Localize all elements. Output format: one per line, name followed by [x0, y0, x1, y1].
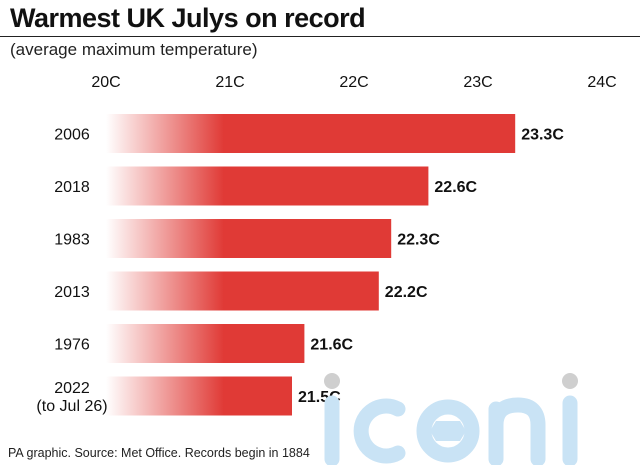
bar-group: 2018 22.6C: [54, 166, 478, 206]
category-label: 2013: [54, 284, 90, 301]
x-tick-label: 21C: [215, 74, 244, 91]
category-label: 2022 (to Jul 26): [36, 380, 107, 415]
x-tick-label: 20C: [91, 74, 120, 91]
bar-fade: [106, 324, 224, 363]
bar-group: 1976 21.6C: [54, 324, 354, 363]
bar-group: 2022 (to Jul 26)21.5C: [36, 376, 341, 416]
bar: [223, 166, 429, 206]
category-label: 1976: [54, 337, 90, 354]
bar: [223, 114, 516, 153]
source-note: PA graphic. Source: Met Office. Records …: [8, 446, 310, 460]
value-label: 22.2C: [385, 284, 428, 301]
chart-subtitle: (average maximum temperature): [10, 40, 258, 59]
value-label: 22.3C: [397, 232, 440, 249]
bar-group: 2013 22.2C: [54, 271, 428, 311]
iconic-watermark-logo: [324, 373, 578, 465]
category-label: 1983: [54, 232, 90, 249]
category-label: 2018: [54, 179, 90, 196]
x-tick-label: 24C: [587, 74, 616, 91]
bar: [223, 219, 392, 258]
title-rule: [0, 36, 640, 37]
x-tick-label: 23C: [463, 74, 492, 91]
bar-fade: [106, 114, 224, 153]
value-label: 21.6C: [310, 337, 353, 354]
bar: [223, 376, 292, 416]
bar-group: 1983 22.3C: [54, 219, 440, 258]
category-label: 2006: [54, 127, 90, 144]
bar-fade: [106, 271, 224, 311]
bar-group: 2006 23.3C: [54, 114, 564, 153]
bar-fade: [106, 166, 224, 206]
value-label: 22.6C: [434, 179, 477, 196]
bar-fade: [106, 219, 224, 258]
x-tick-label: 22C: [339, 74, 368, 91]
value-label: 23.3C: [521, 127, 564, 144]
bar: [223, 271, 379, 311]
chart-title: Warmest UK Julys on record: [10, 3, 366, 33]
bar: [223, 324, 305, 363]
bar-fade: [106, 376, 224, 416]
